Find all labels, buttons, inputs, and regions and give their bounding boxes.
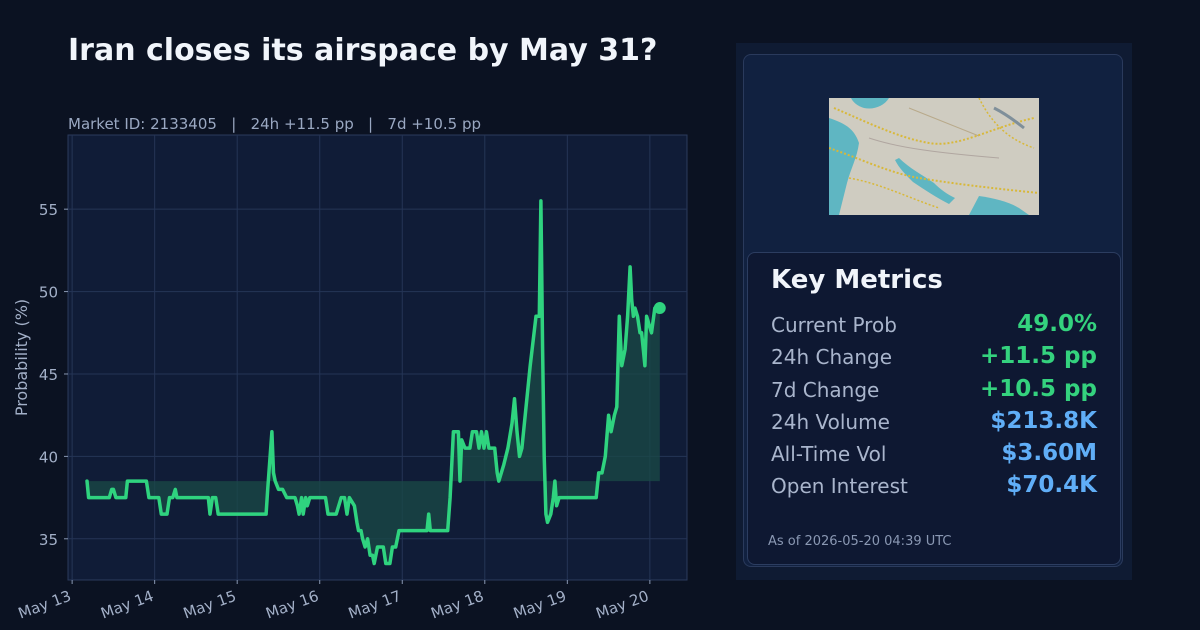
- as-of-timestamp: As of 2026-05-20 04:39 UTC: [768, 534, 952, 549]
- metric-label: 24h Volume: [771, 410, 890, 434]
- x-tick-label: May 20: [594, 587, 652, 623]
- metric-value: $70.4K: [1006, 472, 1097, 498]
- metric-row-24h-change: 24h Change +11.5 pp: [771, 343, 1097, 375]
- y-tick-label: 50: [39, 284, 58, 302]
- metric-row-7d-change: 7d Change +10.5 pp: [771, 376, 1097, 408]
- y-tick-label: 35: [39, 531, 58, 549]
- y-tick-label: 40: [39, 448, 58, 466]
- metric-row-24h-volume: 24h Volume $213.8K: [771, 408, 1097, 440]
- metric-value: 49.0%: [1017, 311, 1097, 337]
- metrics-title: Key Metrics: [771, 265, 943, 295]
- y-tick-label: 55: [39, 201, 58, 219]
- metric-row-current-prob: Current Prob 49.0%: [771, 311, 1097, 343]
- y-tick-label: 45: [39, 366, 58, 384]
- market-subtitle: Market ID: 2133405 | 24h +11.5 pp | 7d +…: [68, 115, 482, 133]
- metric-label: Open Interest: [771, 474, 908, 498]
- map-icon: [829, 98, 1039, 215]
- metric-label: 24h Change: [771, 345, 893, 369]
- probability-line: [85, 199, 662, 566]
- page-title: Iran closes its airspace by May 31?: [68, 33, 658, 68]
- latest-point-marker: [653, 302, 666, 315]
- key-metrics-card: [747, 252, 1121, 565]
- metric-label: All-Time Vol: [771, 442, 887, 466]
- metric-value: +11.5 pp: [980, 343, 1097, 369]
- x-tick-label: May 15: [181, 587, 239, 623]
- metric-label: 7d Change: [771, 378, 880, 402]
- x-tick-label: May 16: [263, 587, 321, 623]
- metric-value: $213.8K: [990, 408, 1097, 434]
- x-tick-label: May 18: [428, 587, 486, 623]
- metric-label: Current Prob: [771, 313, 897, 337]
- metric-row-all-time-vol: All-Time Vol $3.60M: [771, 440, 1097, 472]
- metric-row-open-interest: Open Interest $70.4K: [771, 472, 1097, 504]
- x-tick-label: May 13: [16, 587, 74, 623]
- baseline-fill-area: [87, 200, 660, 564]
- x-tick-label: May 19: [511, 587, 569, 623]
- metric-value: $3.60M: [1001, 440, 1097, 466]
- x-tick-label: May 17: [346, 587, 404, 623]
- probability-chart: 35 40 45 50 55 May 13 May 14 May 15 May 16 May 17…: [12, 134, 688, 623]
- y-axis-label: Probability (%): [12, 299, 31, 416]
- x-tick-label: May 14: [98, 587, 156, 623]
- airspace-map-image: [829, 98, 1039, 215]
- metric-value: +10.5 pp: [980, 376, 1097, 402]
